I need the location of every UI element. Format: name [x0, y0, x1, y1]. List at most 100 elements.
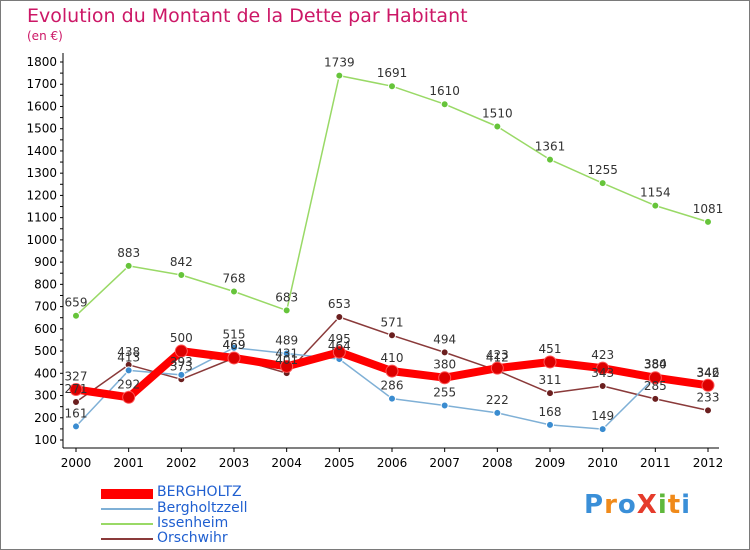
data-label-issenheim-2012: 1081	[693, 202, 724, 216]
data-label-bergholtz-2006: 410	[381, 351, 404, 365]
y-tick-label-600: 600	[34, 322, 57, 336]
y-tick-label-1100: 1100	[26, 211, 57, 225]
legend-label-issenheim: Issenheim	[157, 515, 229, 531]
y-tick-label-1200: 1200	[26, 188, 57, 202]
data-label-bergholtz-2000: 327	[65, 370, 88, 384]
data-label-bergholtz-2001: 292	[117, 377, 140, 391]
data-label-orschwihr-2009: 311	[539, 373, 562, 387]
data-label-orschwihr-2008: 412	[486, 351, 509, 365]
point-issenheim-2006	[388, 82, 396, 91]
x-tick-label-2003: 2003	[219, 456, 250, 470]
data-label-bergholtz-2012: 346	[697, 365, 720, 379]
data-label-bergholtzzell-2004: 489	[275, 334, 298, 348]
data-label-bergholtz-2004: 431	[275, 346, 298, 360]
data-label-orschwihr-2010: 343	[591, 366, 614, 380]
x-tick-label-2006: 2006	[377, 456, 408, 470]
point-bergholtz-2001	[122, 390, 136, 404]
point-issenheim-2004	[282, 306, 291, 315]
point-issenheim-2000	[72, 311, 80, 320]
data-label-bergholtzzell-2009: 168	[539, 405, 562, 419]
y-tick-label-700: 700	[34, 300, 57, 314]
data-label-issenheim-2008: 1510	[482, 106, 513, 120]
x-tick-label-2000: 2000	[61, 456, 92, 470]
data-label-orschwihr-2002: 373	[170, 359, 193, 373]
point-bergholtzzell-2002	[177, 370, 186, 379]
point-bergholtzzell-2003	[230, 343, 238, 352]
data-label-bergholtzzell-2011: 384	[644, 357, 667, 371]
data-label-bergholtzzell-2000: 161	[65, 406, 88, 420]
data-label-bergholtz-2002: 500	[170, 331, 193, 345]
point-bergholtz-2005	[332, 345, 346, 359]
point-bergholtz-2004	[280, 359, 294, 373]
y-tick-label-1500: 1500	[26, 122, 57, 136]
point-issenheim-2012	[704, 217, 712, 226]
y-tick-label-800: 800	[34, 277, 57, 291]
legend-label-bergholtz: BERGHOLTZ	[157, 484, 242, 500]
data-label-issenheim-2003: 768	[223, 271, 246, 285]
x-tick-label-2010: 2010	[587, 456, 618, 470]
legend-label-bergholtzzell: Bergholtzzell	[157, 500, 248, 516]
point-bergholtz-2003	[227, 351, 241, 365]
data-label-issenheim-2000: 659	[65, 296, 88, 310]
data-label-orschwihr-2007: 494	[433, 332, 456, 346]
point-bergholtz-2011	[648, 371, 662, 385]
y-tick-label-500: 500	[34, 344, 57, 358]
series-line-issenheim	[75, 74, 709, 317]
point-bergholtzzell-2000	[72, 422, 80, 431]
x-tick-label-2009: 2009	[535, 456, 566, 470]
data-label-issenheim-2006: 1691	[377, 66, 408, 80]
x-tick-label-2002: 2002	[166, 456, 197, 470]
data-label-bergholtzzell-2012: 342	[697, 366, 720, 380]
legend-swatch-bergholtzzell	[101, 508, 153, 510]
data-label-issenheim-2002: 842	[170, 255, 193, 269]
y-tick-label-1800: 1800	[26, 55, 57, 69]
data-label-bergholtz-2003: 469	[223, 338, 246, 352]
data-label-issenheim-2011: 1154	[640, 186, 671, 200]
data-label-bergholtz-2010: 423	[591, 348, 614, 362]
data-label-bergholtzzell-2006: 286	[381, 379, 404, 393]
data-label-bergholtz-2007: 380	[433, 358, 456, 372]
point-bergholtz-2006	[385, 364, 399, 378]
point-orschwihr-2011	[651, 394, 660, 403]
point-bergholtz-2008	[490, 361, 504, 375]
data-label-issenheim-2001: 883	[117, 246, 140, 260]
point-bergholtz-2010	[596, 361, 610, 375]
data-label-orschwihr-2001: 438	[117, 345, 140, 359]
data-label-bergholtzzell-2008: 222	[486, 393, 509, 407]
data-label-bergholtzzell-2010: 149	[591, 409, 614, 423]
point-issenheim-2008	[493, 122, 502, 131]
legend-swatch-issenheim	[101, 523, 153, 525]
point-orschwihr-2012	[704, 406, 712, 415]
chart-subtitle: (en €)	[27, 29, 63, 43]
point-bergholtz-2009	[543, 355, 557, 369]
point-issenheim-2005	[335, 71, 344, 80]
data-label-issenheim-2005: 1739	[324, 56, 355, 70]
point-orschwihr-2007	[440, 348, 449, 357]
point-orschwihr-2005	[335, 313, 344, 322]
point-issenheim-2002	[177, 271, 186, 280]
data-label-bergholtzzell-2007: 255	[433, 386, 456, 400]
legend-swatch-bergholtz	[101, 489, 153, 499]
y-tick-label-1600: 1600	[26, 99, 57, 113]
legend-label-orschwihr: Orschwihr	[157, 530, 228, 546]
data-label-orschwihr-2005: 653	[328, 297, 351, 311]
chart-title: Evolution du Montant de la Dette par Hab…	[27, 5, 468, 27]
point-issenheim-2001	[124, 261, 133, 270]
x-tick-label-2001: 2001	[113, 456, 144, 470]
point-bergholtzzell-2001	[124, 366, 133, 375]
data-label-orschwihr-2003: 469	[223, 338, 246, 352]
x-tick-label-2012: 2012	[693, 456, 724, 470]
y-tick-label-400: 400	[34, 366, 57, 380]
x-tick-label-2004: 2004	[271, 456, 302, 470]
x-tick-label-2008: 2008	[482, 456, 513, 470]
data-label-bergholtz-2008: 423	[486, 348, 509, 362]
data-label-bergholtzzell-2002: 393	[170, 355, 193, 369]
x-tick-label-2005: 2005	[324, 456, 355, 470]
point-orschwihr-2009	[546, 389, 554, 398]
data-label-orschwihr-2012: 233	[697, 390, 720, 404]
data-label-issenheim-2010: 1255	[587, 163, 618, 177]
point-bergholtzzell-2007	[440, 401, 449, 410]
y-tick-label-1700: 1700	[26, 77, 57, 91]
